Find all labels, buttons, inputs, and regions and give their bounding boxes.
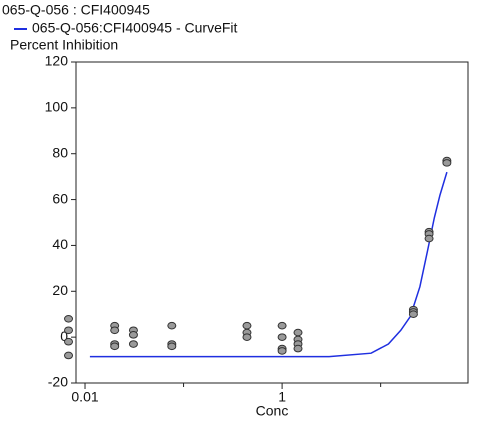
- data-point: [277, 321, 287, 330]
- y-tick-label: 20: [52, 282, 68, 298]
- data-point: [64, 315, 74, 323]
- legend-label: 065-Q-056:CFI400945 - CurveFit: [32, 20, 238, 36]
- x-axis-label: Conc: [256, 403, 289, 419]
- x-tick-label: 1: [278, 389, 286, 405]
- data-point: [110, 326, 120, 335]
- data-point: [128, 331, 138, 339]
- data-point: [110, 342, 120, 351]
- data-point: [242, 333, 252, 341]
- y-tick-label: 60: [52, 190, 68, 206]
- data-point: [128, 340, 138, 348]
- chart-title: 065-Q-056 : CFI400945: [2, 2, 150, 18]
- data-point: [242, 321, 252, 330]
- y-tick-label: -20: [48, 374, 68, 390]
- data-point: [64, 337, 74, 346]
- y-tick-label: 80: [52, 144, 68, 160]
- y-tick-label: 0: [60, 328, 68, 344]
- data-point: [167, 321, 177, 330]
- plot-frame: [75, 61, 469, 384]
- data-point: [424, 234, 434, 243]
- x-tick-label: 0.01: [71, 389, 98, 405]
- y-tick-label: 120: [45, 53, 69, 69]
- data-point: [293, 344, 303, 353]
- data-point: [64, 351, 74, 360]
- curve-fit-line: [89, 171, 448, 358]
- data-point: [277, 347, 287, 355]
- data-point: [277, 333, 287, 341]
- data-point: [293, 328, 303, 337]
- y-tick-label: 100: [45, 99, 69, 115]
- data-point: [408, 310, 418, 319]
- data-point: [442, 159, 452, 167]
- y-tick-label: 40: [52, 236, 68, 252]
- data-point: [64, 326, 74, 335]
- y-axis-label: Percent Inhibition: [10, 37, 118, 53]
- data-point: [167, 342, 177, 351]
